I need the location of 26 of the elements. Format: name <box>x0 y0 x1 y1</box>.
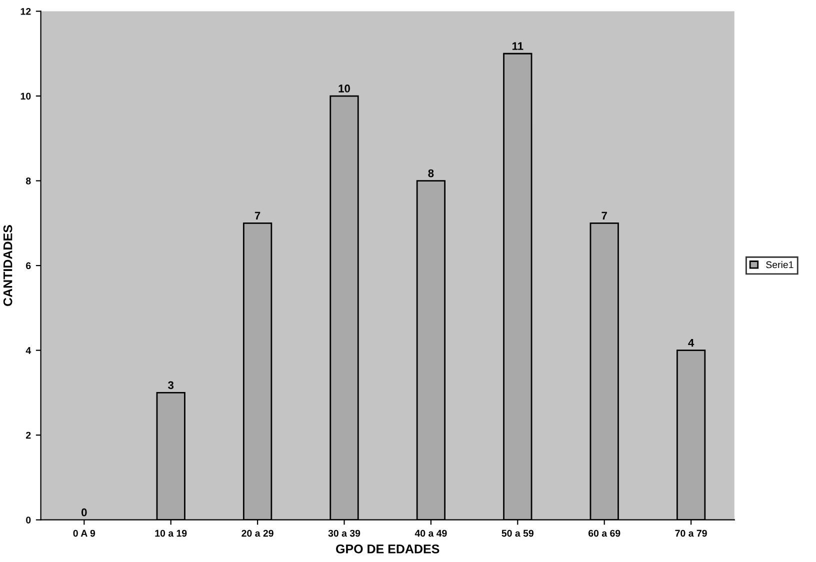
y-tick-label: 4 <box>26 347 32 354</box>
x-tick-label: 60 a 69 <box>588 530 620 537</box>
data-label: 10 <box>338 84 350 92</box>
data-label: 3 <box>168 381 174 390</box>
data-label: 4 <box>688 338 694 347</box>
y-tick-label: 10 <box>20 92 31 100</box>
x-tick-label: 40 a 49 <box>414 530 447 537</box>
legend-label: Serie1 <box>766 261 794 268</box>
data-label: 0 <box>82 508 87 516</box>
y-tick-label: 0 <box>26 516 31 524</box>
data-label: 11 <box>512 42 524 50</box>
x-tick-label: 20 a 29 <box>242 530 274 537</box>
y-tick-label: 8 <box>26 178 31 184</box>
data-label: 8 <box>428 169 434 178</box>
x-tick-label: 30 a 39 <box>328 530 360 537</box>
y-tick-label: 6 <box>26 262 31 270</box>
x-axis-title: GPO DE EDADES <box>336 544 440 554</box>
x-tick-label: 50 a 59 <box>502 530 534 537</box>
y-tick-label: 12 <box>20 8 31 15</box>
data-label: 7 <box>254 212 260 220</box>
y-axis-title: CANTIDADES <box>3 225 12 306</box>
data-label: 7 <box>602 212 607 220</box>
y-tick-label: 2 <box>26 432 31 439</box>
x-tick-label: 10 a 19 <box>155 530 187 537</box>
x-tick-label: 0 A 9 <box>73 530 96 537</box>
x-tick-label: 70 a 79 <box>675 530 707 537</box>
